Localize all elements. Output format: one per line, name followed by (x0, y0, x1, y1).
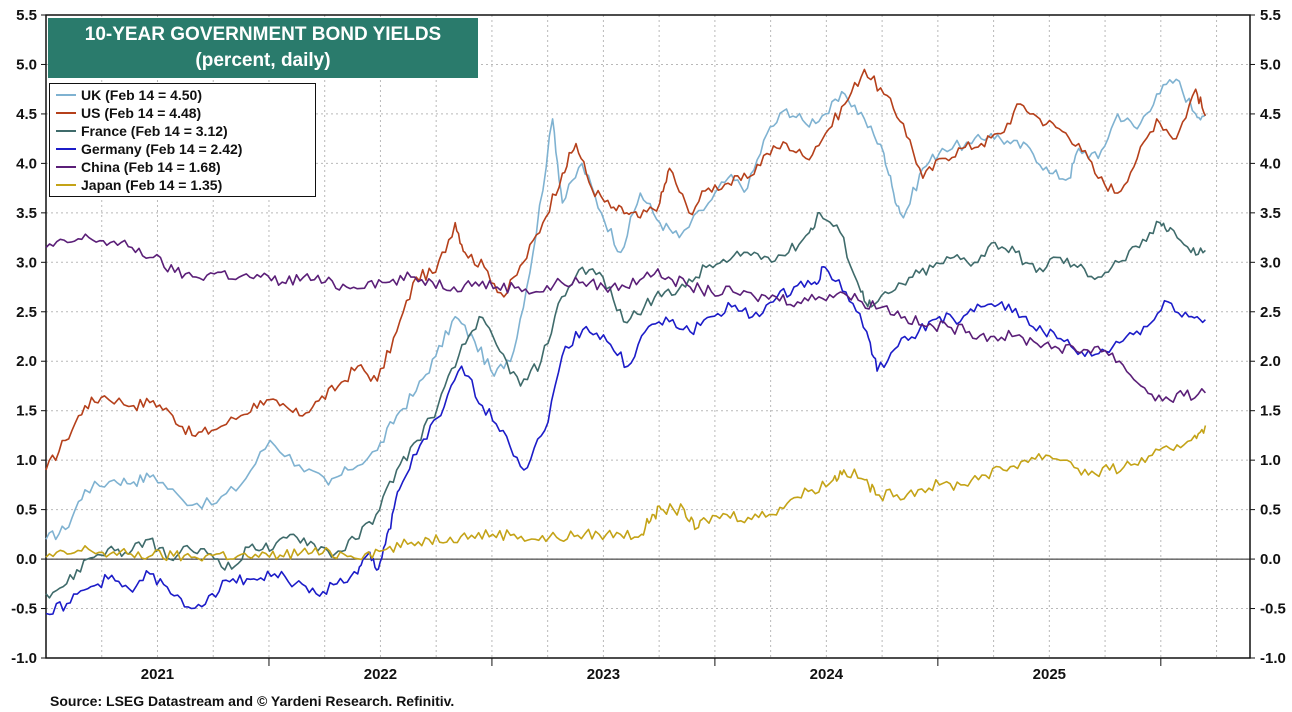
legend-label-japan: Japan (Feb 14 = 1.35) (81, 177, 223, 193)
y-tick-label-left: 5.0 (16, 56, 37, 73)
y-tick-label-right: 3.0 (1260, 254, 1281, 271)
y-tick-label-left: -1.0 (11, 650, 37, 667)
y-tick-label-left: 4.0 (16, 155, 37, 172)
y-tick-label-right: 0.5 (1260, 502, 1281, 519)
y-tick-label-right: 2.5 (1260, 304, 1281, 321)
legend-label-germany: Germany (Feb 14 = 2.42) (81, 141, 243, 157)
y-tick-label-left: 3.5 (16, 205, 37, 222)
legend-label-uk: UK (Feb 14 = 4.50) (81, 87, 202, 103)
y-tick-label-left: 4.5 (16, 106, 37, 123)
series-line-germany (45, 266, 1206, 616)
legend-swatch-uk (56, 94, 76, 96)
legend-swatch-france (56, 130, 76, 132)
legend-item-japan: Japan (Feb 14 = 1.35) (56, 176, 315, 194)
y-tick-label-right: -1.0 (1260, 650, 1286, 667)
y-tick-label-right: 3.5 (1260, 205, 1281, 222)
legend-item-us: US (Feb 14 = 4.48) (56, 104, 315, 122)
chart-title-box: 10-YEAR GOVERNMENT BOND YIELDS (percent,… (48, 18, 478, 78)
y-tick-label-left: 1.0 (16, 452, 37, 469)
axes: 5.5 5.5 5.0 5.0 4.5 4.5 4.0 4.0 3.5 3.5 3.0 3.0 2.5 2… (11, 7, 1286, 683)
y-tick-label-left: 2.0 (16, 353, 37, 370)
y-tick-label-left: 3.0 (16, 254, 37, 271)
series-line-uk (45, 78, 1207, 541)
legend-label-us: US (Feb 14 = 4.48) (81, 105, 202, 121)
series-line-us (45, 68, 1207, 471)
x-tick-label: 2024 (810, 666, 844, 683)
x-tick-label: 2021 (141, 666, 174, 683)
y-tick-label-right: 1.5 (1260, 403, 1281, 420)
series-line-china (45, 233, 1207, 403)
y-tick-label-right: 5.5 (1260, 7, 1281, 24)
y-tick-label-right: 2.0 (1260, 353, 1281, 370)
y-tick-label-left: 5.5 (16, 7, 37, 24)
source-note: Source: LSEG Datastream and © Yardeni Re… (50, 693, 455, 709)
legend-swatch-us (56, 112, 76, 114)
y-tick-label-right: 0.0 (1260, 551, 1281, 568)
x-tick-label: 2025 (1033, 666, 1066, 683)
legend-item-uk: UK (Feb 14 = 4.50) (56, 86, 315, 104)
y-tick-label-left: 0.5 (16, 502, 37, 519)
y-tick-label-right: 1.0 (1260, 452, 1281, 469)
y-tick-label-right: -0.5 (1260, 601, 1286, 618)
plot-frame (45, 14, 1251, 659)
legend-label-china: China (Feb 14 = 1.68) (81, 159, 221, 175)
legend-label-france: France (Feb 14 = 3.12) (81, 123, 228, 139)
legend-swatch-germany (56, 148, 76, 150)
y-tick-label-right: 4.0 (1260, 155, 1281, 172)
y-tick-label-left: -0.5 (11, 601, 37, 618)
series-line-japan (45, 425, 1207, 562)
y-tick-label-left: 1.5 (16, 403, 37, 420)
legend-item-france: France (Feb 14 = 3.12) (56, 122, 315, 140)
y-tick-label-left: 0.0 (16, 551, 37, 568)
y-tick-label-right: 4.5 (1260, 106, 1281, 123)
legend-swatch-japan (56, 184, 76, 186)
legend-item-china: China (Feb 14 = 1.68) (56, 158, 315, 176)
y-tick-label-left: 2.5 (16, 304, 37, 321)
chart-subtitle: (percent, daily) (195, 50, 331, 71)
x-tick-label: 2022 (364, 666, 397, 683)
legend-item-germany: Germany (Feb 14 = 2.42) (56, 140, 315, 158)
chart-title: 10-YEAR GOVERNMENT BOND YIELDS (84, 24, 442, 45)
legend: UK (Feb 14 = 4.50) US (Feb 14 = 4.48) Fr… (49, 83, 316, 197)
y-tick-label-right: 5.0 (1260, 56, 1281, 73)
legend-swatch-china (56, 166, 76, 168)
series-line-france (45, 212, 1206, 599)
x-tick-label: 2023 (587, 666, 620, 683)
series-lines (45, 68, 1207, 616)
